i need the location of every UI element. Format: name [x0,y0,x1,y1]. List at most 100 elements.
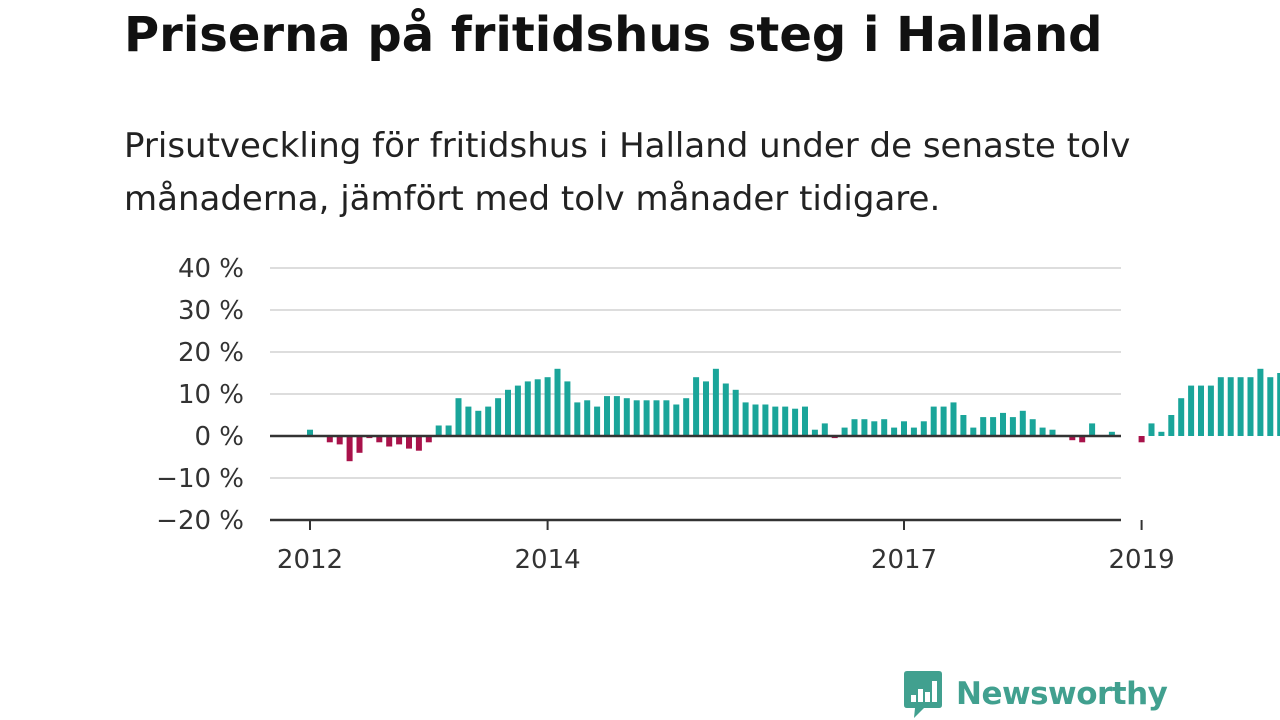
bar [376,436,383,443]
y-tick-label: 30 % [178,296,244,326]
bar [1237,377,1244,436]
newsworthy-logo: Newsworthy [902,668,1168,720]
bar [594,406,601,436]
bar [950,402,957,436]
bar [1168,415,1175,436]
bar [1138,436,1145,443]
bar [1069,436,1076,441]
bar [960,415,967,436]
bar [564,381,571,436]
bar [910,427,917,436]
bar [574,402,581,436]
bar [851,419,858,436]
bar [406,436,412,449]
bar [861,419,868,436]
bar [1049,429,1056,436]
bar [604,396,610,436]
bar [1188,385,1195,436]
bar [475,410,482,436]
y-tick-label: −20 % [156,506,244,536]
bar [1108,431,1115,436]
bar [495,398,502,436]
y-tick-label: 0 % [194,422,244,452]
bar [653,400,660,436]
bar [712,368,719,436]
bar [435,425,442,436]
bar [792,408,799,436]
bar [683,398,690,436]
y-tick-label: 10 % [178,380,244,410]
bar [1207,385,1214,436]
bar [613,396,620,436]
bar [415,436,422,451]
bar [336,436,343,445]
bar [980,417,987,436]
bar [346,436,353,462]
bar [752,404,759,436]
bar [1029,419,1036,436]
bar [772,406,779,436]
bar [633,400,640,436]
bar [554,368,561,436]
bar [544,377,551,436]
bar [881,419,888,436]
bar [891,427,898,436]
bar [811,429,818,436]
bar [1079,436,1086,443]
bar [901,421,907,436]
bar [534,379,541,436]
bar [584,400,591,436]
bar-chart-speech-bubble-icon [904,671,942,718]
bar [326,436,333,443]
bar [1089,423,1096,436]
bar [782,406,789,436]
bar [1000,412,1006,436]
bar [990,417,997,436]
bar [1158,431,1165,436]
bar [396,436,403,445]
bar [1217,377,1224,436]
logo-text: Newsworthy [956,676,1168,712]
bar [623,398,630,436]
bar [485,406,492,436]
bar [821,423,828,436]
x-tick-label: 2017 [871,545,937,575]
bar [703,381,709,436]
bar [930,406,937,436]
bar [356,436,363,453]
chart-subtitle: Prisutveckling för fritidshus i Halland … [124,126,1131,219]
bar [514,385,521,436]
x-tick-label: 2012 [277,545,343,575]
bar [940,406,947,436]
bar [425,436,432,443]
x-tick-label: 2014 [515,545,581,575]
y-tick-label: 20 % [178,338,244,368]
bar [524,381,531,436]
x-tick-label: 2019 [1109,545,1175,575]
y-tick-label: −10 % [156,464,244,494]
bar [970,427,977,436]
bar [386,436,393,447]
bar [455,398,462,436]
bar [307,429,313,436]
bar [1247,377,1254,436]
bar [1178,398,1185,436]
bar [663,400,670,436]
bar [762,404,769,436]
bar [742,402,749,436]
bar [871,421,878,436]
bar [1267,377,1274,436]
chart-title: Priserna på fritidshus steg i Halland [124,7,1103,63]
bar [920,421,927,436]
bar [841,427,848,436]
bar [505,389,511,436]
bar [1009,417,1016,436]
bar [465,406,472,436]
bar [1019,410,1026,436]
bar [802,406,808,436]
bar [445,425,452,436]
bar [1227,377,1234,436]
bar [643,400,650,436]
bar [1257,368,1264,436]
